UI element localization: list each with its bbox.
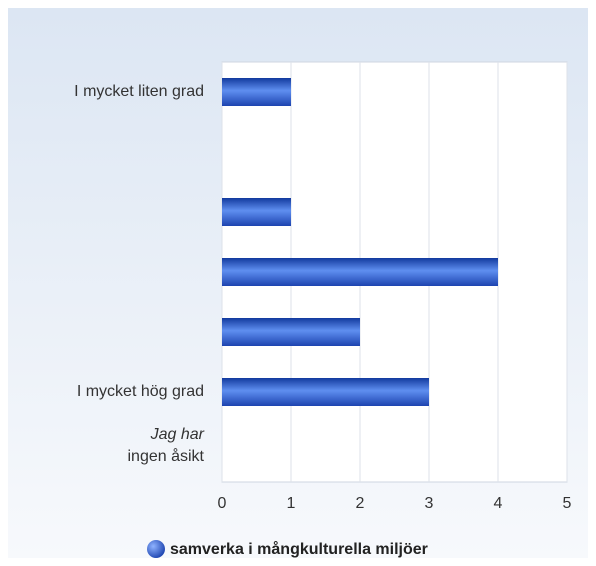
legend-marker [147,540,165,558]
y-tick-label: Jag har [150,426,205,443]
x-tick-label: 5 [563,495,572,512]
bar [222,258,498,286]
x-tick-label: 1 [287,495,296,512]
x-tick-label: 3 [425,495,434,512]
y-tick-label: I mycket liten grad [74,83,204,100]
bar [222,378,429,406]
x-tick-label: 2 [356,495,365,512]
y-tick-label: ingen åsikt [128,447,205,465]
y-tick-label: I mycket hög grad [77,383,204,400]
bar [222,318,360,346]
legend-label: samverka i mångkulturella miljöer [170,540,428,558]
x-tick-label: 4 [494,495,503,512]
bar [222,78,291,106]
bar [222,198,291,226]
x-tick-label: 0 [218,495,227,512]
